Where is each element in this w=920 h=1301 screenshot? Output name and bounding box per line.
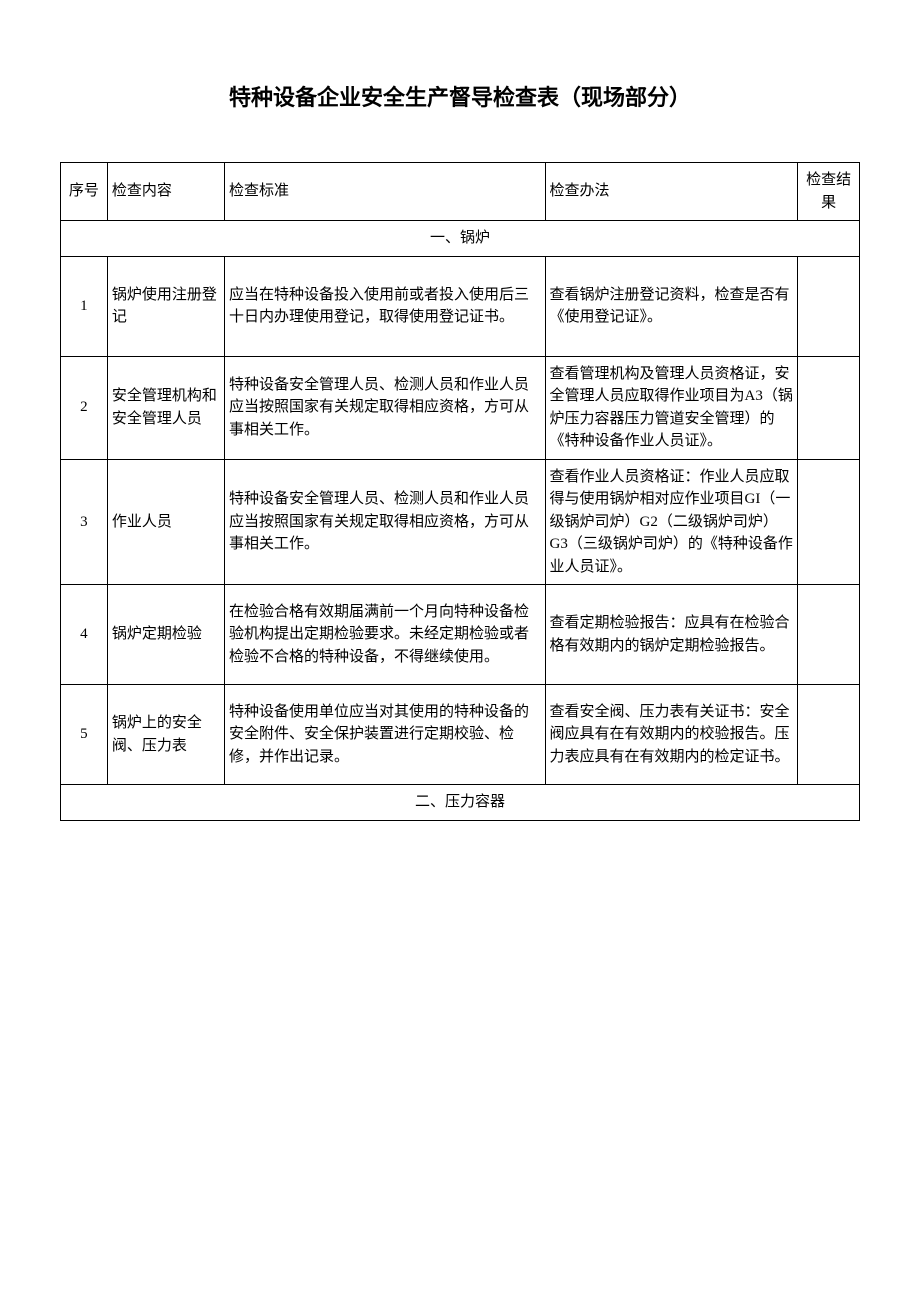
cell-content: 安全管理机构和安全管理人员: [107, 356, 224, 459]
header-method: 检查办法: [545, 163, 798, 221]
cell-content: 锅炉上的安全阀、压力表: [107, 685, 224, 785]
cell-result: [798, 256, 860, 356]
cell-content: 作业人员: [107, 459, 224, 585]
table-row: 2 安全管理机构和安全管理人员 特种设备安全管理人员、检测人员和作业人员应当按照…: [61, 356, 860, 459]
header-result: 检查结果: [798, 163, 860, 221]
cell-standard: 特种设备安全管理人员、检测人员和作业人员应当按照国家有关规定取得相应资格，方可从…: [224, 459, 545, 585]
table-row: 3 作业人员 特种设备安全管理人员、检测人员和作业人员应当按照国家有关规定取得相…: [61, 459, 860, 585]
cell-method: 查看作业人员资格证：作业人员应取得与使用锅炉相对应作业项目GI（一级锅炉司炉）G…: [545, 459, 798, 585]
cell-standard: 应当在特种设备投入使用前或者投入使用后三十日内办理使用登记，取得使用登记证书。: [224, 256, 545, 356]
table-row: 5 锅炉上的安全阀、压力表 特种设备使用单位应当对其使用的特种设备的安全附件、安…: [61, 685, 860, 785]
header-content: 检查内容: [107, 163, 224, 221]
cell-content: 锅炉使用注册登记: [107, 256, 224, 356]
header-standard: 检查标准: [224, 163, 545, 221]
cell-method: 查看管理机构及管理人员资格证，安全管理人员应取得作业项目为A3（锅炉压力容器压力…: [545, 356, 798, 459]
header-num: 序号: [61, 163, 108, 221]
cell-standard: 特种设备使用单位应当对其使用的特种设备的安全附件、安全保护装置进行定期校验、检修…: [224, 685, 545, 785]
cell-standard: 在检验合格有效期届满前一个月向特种设备检验机构提出定期检验要求。未经定期检验或者…: [224, 585, 545, 685]
table-row: 4 锅炉定期检验 在检验合格有效期届满前一个月向特种设备检验机构提出定期检验要求…: [61, 585, 860, 685]
cell-method: 查看定期检验报告：应具有在检验合格有效期内的锅炉定期检验报告。: [545, 585, 798, 685]
cell-content: 锅炉定期检验: [107, 585, 224, 685]
section-title: 一、锅炉: [61, 221, 860, 257]
section-header-row: 二、压力容器: [61, 785, 860, 821]
cell-num: 5: [61, 685, 108, 785]
inspection-table: 序号 检查内容 检查标准 检查办法 检查结果 一、锅炉 1 锅炉使用注册登记 应…: [60, 162, 860, 821]
cell-result: [798, 459, 860, 585]
cell-num: 1: [61, 256, 108, 356]
cell-method: 查看安全阀、压力表有关证书：安全阀应具有在有效期内的校验报告。压力表应具有在有效…: [545, 685, 798, 785]
cell-method: 查看锅炉注册登记资料，检查是否有《使用登记证》。: [545, 256, 798, 356]
section-title: 二、压力容器: [61, 785, 860, 821]
cell-result: [798, 685, 860, 785]
table-header-row: 序号 检查内容 检查标准 检查办法 检查结果: [61, 163, 860, 221]
cell-num: 2: [61, 356, 108, 459]
cell-num: 3: [61, 459, 108, 585]
section-header-row: 一、锅炉: [61, 221, 860, 257]
cell-standard: 特种设备安全管理人员、检测人员和作业人员应当按照国家有关规定取得相应资格，方可从…: [224, 356, 545, 459]
cell-result: [798, 356, 860, 459]
page-title: 特种设备企业安全生产督导检查表（现场部分）: [60, 80, 860, 112]
cell-num: 4: [61, 585, 108, 685]
cell-result: [798, 585, 860, 685]
table-row: 1 锅炉使用注册登记 应当在特种设备投入使用前或者投入使用后三十日内办理使用登记…: [61, 256, 860, 356]
